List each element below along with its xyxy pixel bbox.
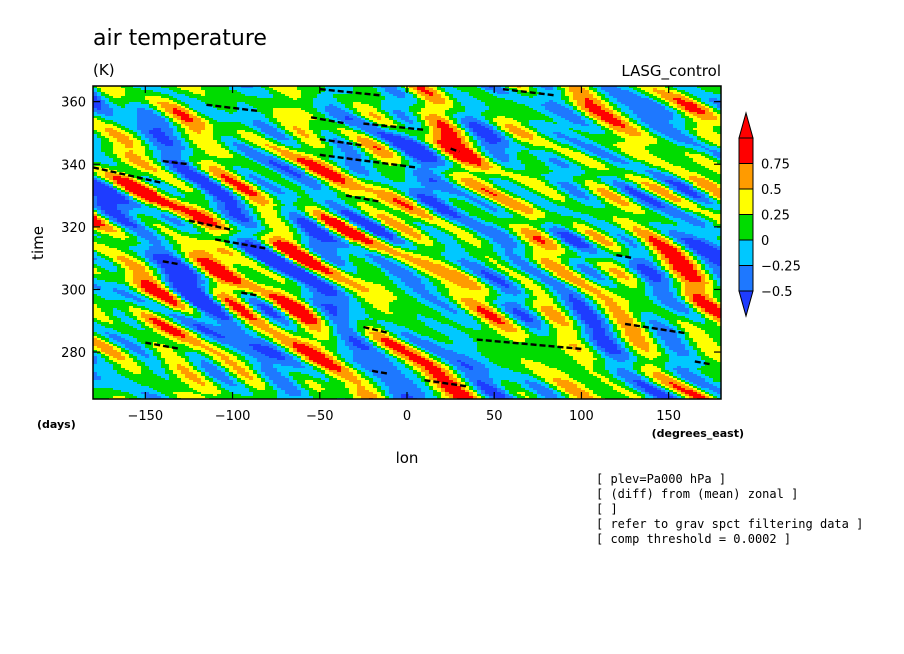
colorbar-label-5: 0.75 (761, 158, 790, 173)
contour-line-15 (450, 147, 460, 153)
contour-line-22 (162, 260, 181, 266)
colorbar-label-4: 0.5 (761, 183, 782, 198)
colorbar-label-1: −0.25 (761, 260, 801, 275)
x-tick-label-6: 150 (656, 409, 681, 424)
y-axis-label: time (29, 226, 47, 260)
x-tick-label-0: −150 (127, 409, 163, 424)
heatmap-field (93, 86, 721, 399)
colorbar-segment-2 (738, 214, 754, 241)
y-tick-label-3: 340 (61, 158, 86, 173)
x-unit-label: (degrees_east) (652, 427, 744, 440)
annotation-notes: [ plev=Pa000 hPa ][ (diff) from (mean) z… (596, 472, 863, 546)
y-tick-label-4: 360 (61, 96, 86, 111)
x-tick-label-4: 50 (486, 409, 503, 424)
y-axis: 280 300 320 340 360 (61, 96, 721, 361)
contour-line-13 (371, 369, 390, 376)
note-line-3: [ refer to grav spct filtering data ] (596, 517, 863, 531)
contour-line-9 (345, 194, 382, 203)
colorbar-label-0: −0.5 (761, 285, 793, 300)
chart-units: (K) (93, 61, 115, 79)
colorbar-under-arrow (738, 290, 754, 318)
y-tick-label-0: 280 (61, 346, 86, 361)
colorbar-label-2: 0 (761, 234, 769, 249)
colorbar-segment-1 (738, 239, 754, 266)
contour-line-2 (188, 219, 233, 232)
colorbar-segment-0 (738, 265, 754, 292)
contour-line-11 (319, 87, 381, 97)
colorbar-segment-5 (738, 137, 754, 164)
x-tick-label-2: −50 (306, 409, 333, 424)
x-axis: −150 −100 −50 0 50 100 150 (127, 86, 681, 424)
contour-lines (93, 87, 713, 388)
contour-line-0 (93, 166, 164, 185)
colorbar-segment-4 (738, 163, 754, 190)
contour-line-5 (241, 291, 259, 297)
contour-line-14 (424, 379, 469, 388)
contour-line-6 (310, 116, 347, 125)
y-unit-label: (days) (37, 418, 76, 431)
contour-line-19 (624, 322, 687, 335)
contour-line-12 (363, 325, 390, 335)
colorbar-over-arrow (738, 111, 754, 139)
x-tick-label-1: −100 (215, 409, 251, 424)
contour-line-8 (319, 138, 364, 147)
note-line-1: [ (diff) from (mean) zonal ] (596, 487, 798, 501)
colorbar-segment-3 (738, 188, 754, 215)
x-axis-label: lon (396, 449, 419, 467)
contour-line-20 (694, 360, 713, 366)
note-line-2: [ ] (596, 502, 618, 516)
colorbar-label-3: 0.25 (761, 209, 790, 224)
chart-title: air temperature (93, 26, 267, 51)
x-tick-label-3: 0 (403, 409, 411, 424)
y-tick-label-1: 300 (61, 283, 86, 298)
note-line-0: [ plev=Pa000 hPa ] (596, 472, 726, 486)
contour-line-18 (616, 253, 634, 260)
contour-line-10 (363, 122, 425, 132)
x-tick-label-5: 100 (569, 409, 594, 424)
y-tick-label-2: 320 (61, 221, 86, 236)
colorbar: −0.5 −0.25 0 0.25 0.5 0.75 (738, 111, 801, 318)
contour-line-7 (319, 153, 416, 169)
chart-subtitle-right: LASG_control (621, 62, 721, 81)
contour-line-21 (162, 159, 190, 166)
note-line-4: [ comp threshold = 0.0002 ] (596, 532, 791, 546)
contour-line-1 (145, 341, 181, 351)
